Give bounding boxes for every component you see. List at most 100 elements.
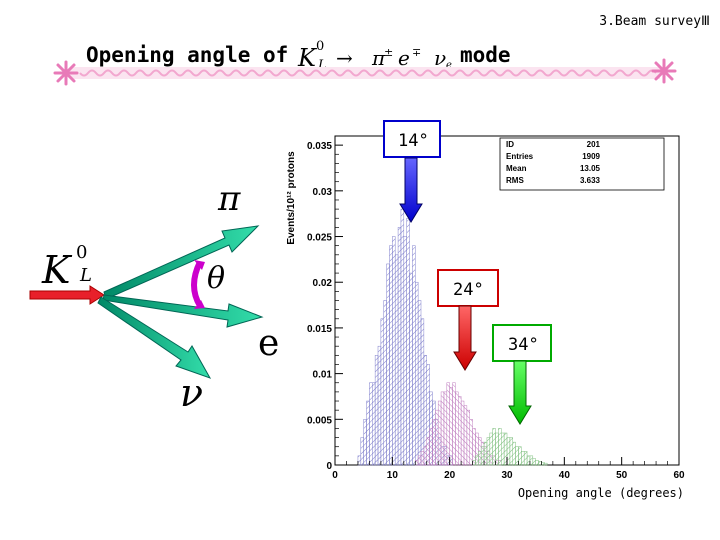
stats-value: 1909: [582, 152, 600, 161]
histogram-bar: [483, 441, 488, 466]
annotation-34-box: [492, 324, 552, 362]
histogram-bar: [469, 419, 473, 466]
histogram-bar: [452, 382, 456, 466]
histogram-bar: [389, 245, 393, 466]
stats-value: 13.05: [580, 164, 601, 173]
histogram-bar: [486, 437, 491, 466]
histogram-bar: [383, 300, 387, 466]
histogram-bar: [532, 458, 536, 466]
title-e-sup: ∓: [412, 46, 421, 59]
histogram-bar: [417, 300, 422, 466]
electron-label: e: [258, 323, 279, 364]
y-tick-label: 0.035: [307, 141, 332, 152]
histogram-bar: [417, 455, 422, 466]
stats-value: 3.633: [580, 176, 601, 185]
annotation-14: 14°: [383, 120, 441, 223]
histogram-bar: [529, 455, 534, 466]
histogram-bar: [369, 382, 373, 466]
neutrino-arrow: [97, 296, 212, 379]
histogram-bar: [403, 236, 407, 466]
stats-box-frame: [499, 137, 665, 191]
angle-arc-head-bottom: [194, 300, 205, 309]
stats-box: ID 201 Entries 1909 Mean 13.05 RMS 3.633: [499, 137, 665, 191]
kaon-sub-label: L: [79, 265, 92, 286]
y-axis-label: Events/10¹² protons: [286, 151, 297, 245]
histogram-bar: [372, 382, 376, 466]
histogram-bar: [544, 462, 548, 466]
histogram-bar: [426, 437, 430, 466]
title-suffix: mode: [460, 43, 511, 67]
histogram-bar: [449, 387, 453, 466]
histogram-bar: [397, 227, 402, 466]
histogram-bar: [423, 446, 427, 466]
histogram-bar: [466, 409, 470, 466]
histogram-bar: [363, 419, 367, 466]
histogram-bar: [501, 432, 505, 466]
annotation-34-label: 34°: [508, 335, 539, 355]
down-arrow-icon: [453, 305, 477, 371]
band-fill: [70, 67, 660, 79]
title-nu: ν: [434, 46, 446, 70]
y-tick-label: 0.015: [307, 324, 332, 335]
angle-label: θ: [207, 261, 225, 296]
histogram-bar: [374, 355, 379, 466]
stats-value: 201: [587, 140, 601, 149]
x-tick-label: 30: [501, 470, 513, 481]
y-tick-label: 0.025: [307, 233, 332, 244]
y-tick-label: 0.01: [313, 370, 333, 381]
histogram-bar: [400, 208, 405, 466]
pion-label: π: [217, 179, 241, 219]
histogram-bar: [460, 400, 465, 466]
x-tick-label: 10: [387, 470, 399, 481]
histogram-bar: [512, 441, 516, 466]
annotation-24-label: 24°: [453, 280, 484, 300]
x-tick-label: 20: [444, 470, 456, 481]
down-arrow-icon: [399, 157, 423, 223]
x-tick-label: 0: [332, 470, 338, 481]
histogram-bar: [366, 400, 370, 466]
annotation-14-box: [383, 120, 441, 158]
histogram-bar: [380, 318, 384, 466]
histogram-bar: [509, 437, 513, 466]
histogram-bar: [406, 218, 410, 466]
x-axis-label: Opening angle (degrees): [518, 486, 684, 500]
y-tick-label: 0.03: [313, 187, 333, 198]
angle-arc-head-top: [194, 260, 205, 270]
flower-icon-right: [651, 58, 677, 84]
histogram-bar: [440, 391, 445, 466]
histogram-bar: [463, 405, 468, 466]
flower-icon-left: [53, 60, 79, 86]
band-wave: [79, 69, 657, 77]
title-pi: π: [371, 46, 386, 70]
histogram-bar: [478, 451, 482, 466]
title-pi-sup: ±: [384, 46, 393, 59]
histogram-bar: [412, 245, 416, 466]
pion-arrow: [103, 225, 260, 300]
annotation-14-label: 14°: [398, 131, 429, 151]
histogram-bar: [357, 455, 362, 466]
section-label: 3.Beam surveyⅢ: [599, 14, 710, 29]
stats-key: ID: [506, 140, 514, 149]
histogram-bar: [415, 460, 419, 466]
histogram-bar: [392, 236, 396, 466]
y-tick-label: 0: [326, 461, 332, 472]
down-arrow-icon: [508, 360, 532, 425]
histogram-bar: [394, 254, 399, 466]
title-arrow: →: [336, 46, 353, 70]
decay-diagram: K 0 L π θ e ν: [29, 179, 279, 415]
x-tick-label: 60: [673, 470, 685, 481]
histogram-bar: [409, 272, 413, 466]
title-K-sup: 0: [316, 39, 324, 54]
histogram-bar: [489, 432, 493, 466]
kaon-arrow: [29, 285, 105, 305]
histogram-bar: [538, 461, 542, 466]
histogram-bar: [437, 400, 442, 466]
opening-angle-chart: 0 10 20 30 40 50 60 0 0.005 0.01 0.015 0.02 0.025 0.0…: [286, 135, 685, 500]
histogram-bar: [472, 428, 476, 466]
histogram-bar: [480, 446, 485, 466]
histogram-bar: [526, 455, 531, 466]
histogram-bar: [435, 409, 439, 466]
decorative-band: [53, 58, 677, 86]
histogram-bar: [518, 446, 522, 466]
